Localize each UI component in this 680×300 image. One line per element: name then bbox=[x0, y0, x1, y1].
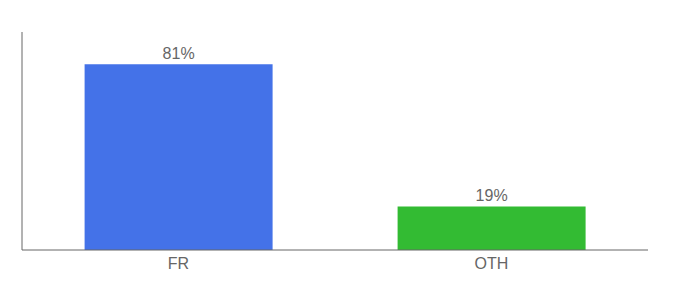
svg-text:FR: FR bbox=[168, 255, 189, 272]
svg-text:81%: 81% bbox=[163, 45, 195, 62]
svg-text:OTH: OTH bbox=[475, 255, 509, 272]
svg-text:19%: 19% bbox=[476, 187, 508, 204]
